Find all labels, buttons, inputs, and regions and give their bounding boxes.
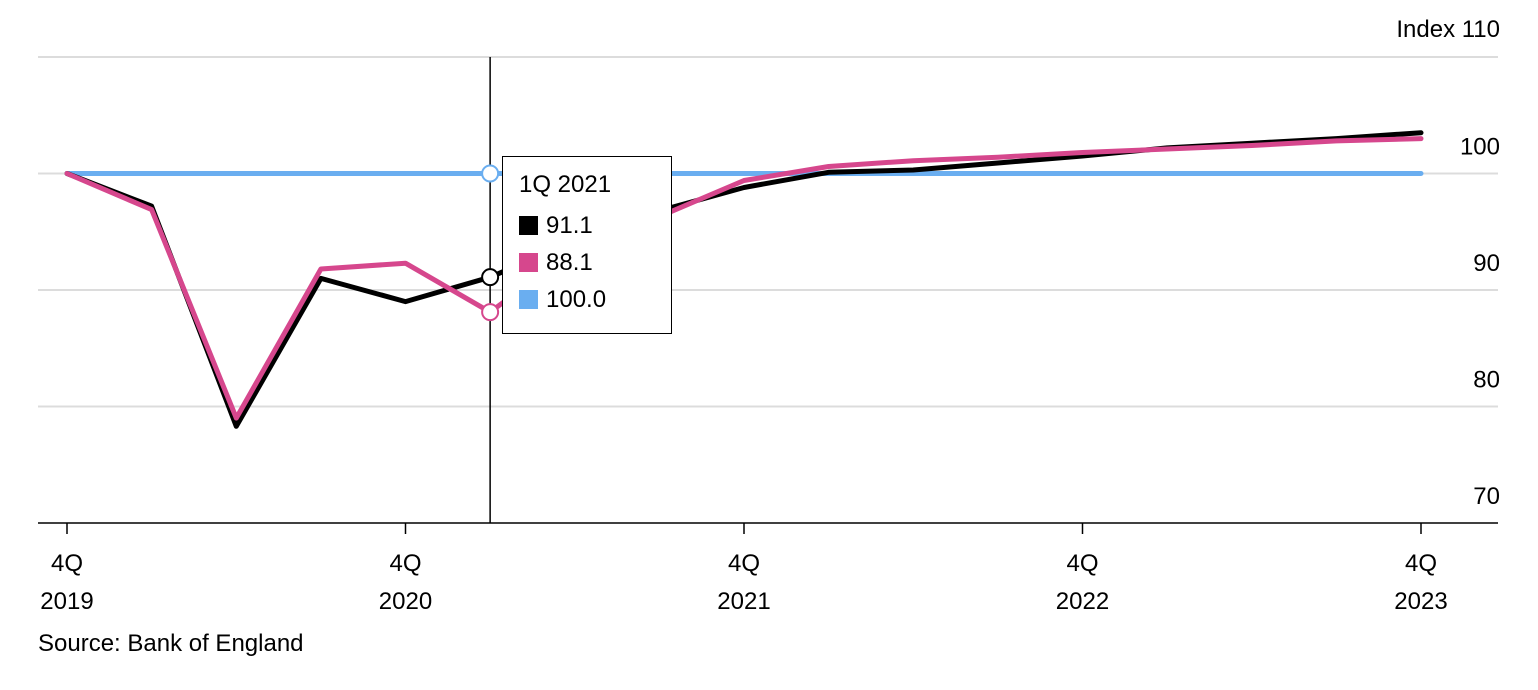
y-tick-label-70: 70	[1473, 483, 1500, 510]
x-tick-label-q-2020: 4Q	[389, 550, 421, 577]
x-tick-label-q-2021: 4Q	[728, 550, 760, 577]
hover-point-blue	[481, 164, 500, 183]
hover-markers	[481, 164, 500, 322]
source-note: Source: Bank of England	[38, 630, 304, 657]
hover-tooltip: 1Q 2021 91.1 88.1 100.0	[502, 156, 672, 334]
x-tick-label-q-2023: 4Q	[1405, 550, 1437, 577]
x-tick-label-year-2022: 2022	[1056, 588, 1109, 615]
swatch-pink	[519, 253, 538, 272]
hover-point-pink	[481, 303, 500, 322]
series-line-black	[64, 130, 1424, 429]
x-tick-label-q-2019: 4Q	[51, 550, 83, 577]
x-tick-label-q-2022: 4Q	[1066, 550, 1098, 577]
y-tick-label-80: 80	[1473, 367, 1500, 394]
tooltip-title: 1Q 2021	[519, 171, 612, 198]
tooltip-value-blue: 100.0	[546, 285, 607, 313]
tooltip-value-pink: 88.1	[546, 248, 593, 276]
tooltip-value-black: 91.1	[546, 211, 593, 239]
y-tick-label-100: 100	[1460, 134, 1500, 161]
hover-point-black	[481, 268, 500, 287]
grid-lines	[38, 56, 1498, 408]
tooltip-row-black: 91.1	[519, 207, 671, 244]
y-tick-label-110: Index 110	[1396, 16, 1500, 43]
tooltip-row-blue: 100.0	[519, 281, 671, 318]
swatch-blue	[519, 290, 538, 309]
series-line-pink	[64, 136, 1424, 421]
x-tick-label-year-2023: 2023	[1394, 588, 1447, 615]
tooltip-row-pink: 88.1	[519, 244, 671, 281]
series-lines	[64, 130, 1424, 429]
swatch-black	[519, 216, 538, 235]
x-tick-label-year-2021: 2021	[717, 588, 770, 615]
x-tick-label-year-2019: 2019	[40, 588, 93, 615]
y-tick-label-90: 90	[1473, 250, 1500, 277]
x-tick-label-year-2020: 2020	[379, 588, 432, 615]
y-axis-labels: 70 80 90 100 Index 110	[1396, 16, 1500, 510]
x-axis-labels: 4Q 2019 4Q 2020 4Q 2021 4Q 2022 4Q 2023	[40, 523, 1448, 615]
